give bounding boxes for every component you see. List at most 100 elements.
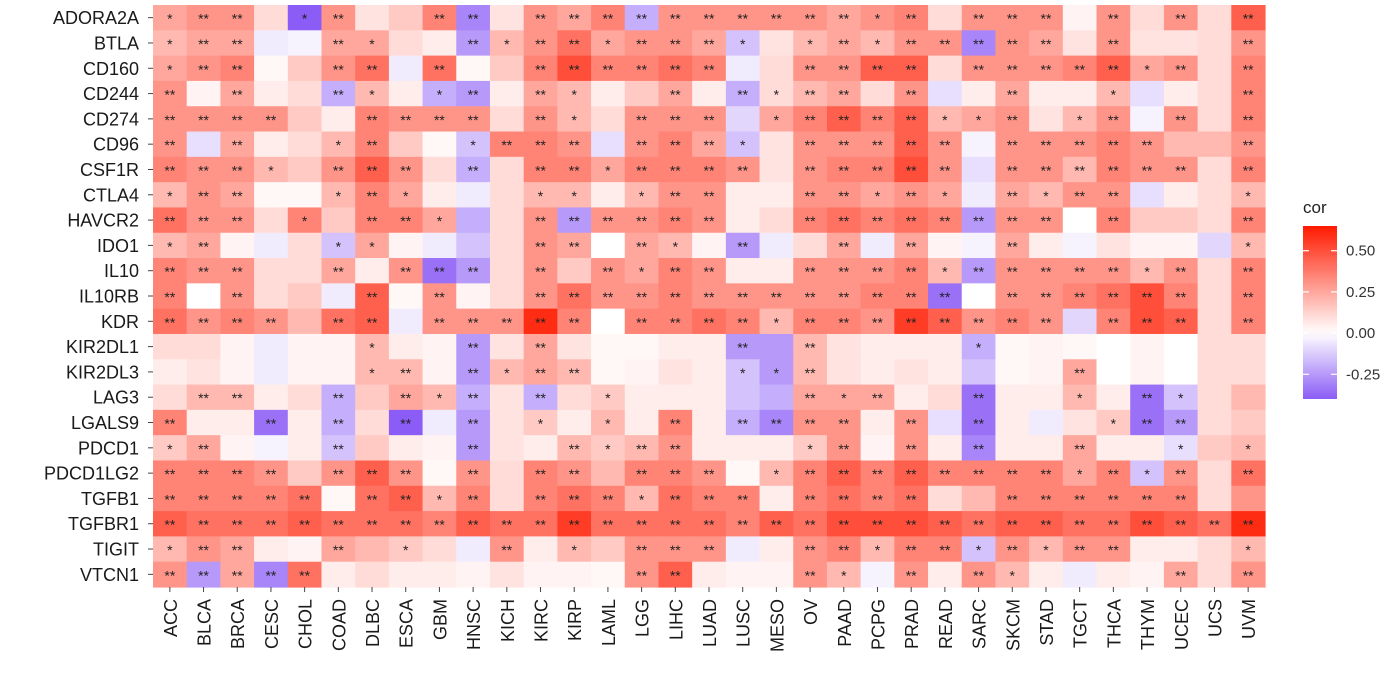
heatmap-cell <box>860 460 895 487</box>
significance-mark: * <box>1178 441 1184 457</box>
significance-mark: * <box>437 390 443 406</box>
heatmap-cell <box>388 55 424 82</box>
heatmap-cell <box>422 106 457 133</box>
heatmap-cell <box>995 55 1030 82</box>
heatmap-cell <box>658 80 693 107</box>
x-tick-label: LIHC <box>666 599 686 640</box>
significance-mark: ** <box>805 289 816 305</box>
heatmap-cell <box>591 55 626 82</box>
heatmap-cell <box>153 511 188 537</box>
heatmap-cell <box>995 232 1030 259</box>
heatmap-cell <box>658 460 693 487</box>
significance-mark: ** <box>1007 314 1018 330</box>
heatmap-cell <box>692 435 727 462</box>
heatmap-cell <box>1197 30 1232 57</box>
heatmap-cell <box>456 333 491 360</box>
heatmap-cell <box>793 55 828 82</box>
significance-mark: * <box>1077 112 1083 128</box>
heatmap-cell <box>254 232 289 259</box>
significance-mark: ** <box>805 188 816 204</box>
heatmap-cell <box>1029 283 1064 310</box>
significance-mark: ** <box>872 264 883 280</box>
heatmap-cell <box>388 409 424 436</box>
x-tick-label: CHOL <box>296 599 316 649</box>
heatmap-cell <box>557 182 592 209</box>
heatmap-cell <box>658 258 693 284</box>
heatmap-cell <box>759 283 794 310</box>
heatmap-cell <box>860 232 895 259</box>
significance-mark: ** <box>670 112 681 128</box>
heatmap-cell <box>961 435 997 462</box>
heatmap-cell <box>1096 333 1131 360</box>
heatmap-cell <box>860 30 895 57</box>
heatmap-cell <box>489 131 525 158</box>
heatmap-cell <box>557 460 592 487</box>
y-tick-label: CD160 <box>83 59 139 79</box>
heatmap-cell <box>591 5 626 31</box>
significance-mark: ** <box>1142 137 1153 153</box>
heatmap-cell <box>591 460 626 487</box>
significance-mark: * <box>774 365 780 381</box>
significance-mark: ** <box>569 365 580 381</box>
significance-mark: * <box>774 314 780 330</box>
significance-mark: ** <box>1041 162 1052 178</box>
significance-mark: * <box>369 365 375 381</box>
heatmap-cell <box>624 333 660 360</box>
heatmap-cell <box>793 333 828 360</box>
heatmap-cell <box>1096 485 1131 512</box>
x-tick-label: BRCA <box>228 599 248 649</box>
significance-mark: ** <box>569 61 580 77</box>
heatmap-cell <box>759 359 794 386</box>
color-legend: cor 0.50 0.25 0.00 -0.25 <box>1303 198 1380 399</box>
heatmap-cell <box>995 5 1030 31</box>
heatmap-cell <box>995 561 1030 588</box>
heatmap-cell <box>254 55 289 82</box>
heatmap-cell <box>591 182 626 209</box>
heatmap-cell <box>422 207 457 234</box>
heatmap-cell <box>860 511 895 537</box>
significance-mark: ** <box>704 466 715 482</box>
significance-mark: * <box>774 87 780 103</box>
significance-mark: ** <box>805 61 816 77</box>
significance-mark: ** <box>333 416 344 432</box>
significance-mark: ** <box>973 390 984 406</box>
heatmap-cell <box>287 460 323 487</box>
y-tick-label: KIR2DL3 <box>66 362 139 382</box>
heatmap-cell <box>692 409 727 436</box>
significance-mark: ** <box>333 441 344 457</box>
heatmap-cell <box>1197 485 1232 512</box>
heatmap-cell <box>1197 207 1232 234</box>
significance-mark: ** <box>468 340 479 356</box>
heatmap-cell <box>624 359 660 386</box>
heatmap-cell <box>725 30 761 57</box>
heatmap-cell <box>793 131 828 158</box>
heatmap-cell <box>1130 156 1165 183</box>
heatmap-cell <box>153 232 188 259</box>
significance-mark: ** <box>569 289 580 305</box>
significance-mark: ** <box>670 441 681 457</box>
heatmap-cell <box>456 80 491 107</box>
significance-mark: ** <box>838 36 849 52</box>
heatmap-cell <box>557 156 592 183</box>
heatmap-cell <box>557 258 592 284</box>
x-tick-label: LUSC <box>734 599 754 647</box>
significance-mark: * <box>336 137 342 153</box>
heatmap-cell <box>692 359 727 386</box>
heatmap-cell <box>692 131 727 158</box>
heatmap-cell <box>153 106 188 133</box>
heatmap-cell <box>1163 30 1199 57</box>
heatmap-cell <box>1029 207 1064 234</box>
significance-mark: ** <box>198 390 209 406</box>
significance-mark: ** <box>670 61 681 77</box>
heatmap-cell <box>1062 511 1098 537</box>
significance-mark: ** <box>973 466 984 482</box>
significance-mark: ** <box>906 112 917 128</box>
heatmap-cell <box>321 333 356 360</box>
heatmap-cell <box>1062 485 1098 512</box>
heatmap-cell <box>422 182 457 209</box>
heatmap-cell <box>1130 485 1165 512</box>
heatmap-cell <box>759 308 794 335</box>
heatmap-cell <box>961 30 997 57</box>
significance-mark: ** <box>468 466 479 482</box>
significance-mark: ** <box>1041 289 1052 305</box>
